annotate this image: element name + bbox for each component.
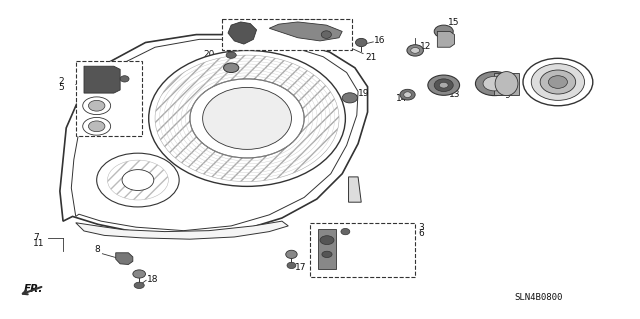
Ellipse shape — [548, 76, 568, 88]
Ellipse shape — [203, 87, 291, 149]
Ellipse shape — [411, 48, 420, 53]
Bar — [310, 223, 415, 277]
Polygon shape — [84, 66, 120, 93]
Ellipse shape — [320, 236, 334, 245]
Ellipse shape — [285, 250, 297, 258]
Text: 18: 18 — [147, 275, 159, 284]
Bar — [221, 19, 352, 50]
Ellipse shape — [495, 71, 518, 96]
Text: 21: 21 — [365, 53, 377, 62]
Ellipse shape — [120, 76, 129, 82]
Text: FR.: FR. — [24, 284, 43, 294]
Text: SLN4B0800: SLN4B0800 — [515, 293, 563, 301]
Ellipse shape — [226, 52, 236, 58]
Text: 16: 16 — [374, 36, 385, 45]
Polygon shape — [349, 177, 361, 202]
Text: 1: 1 — [333, 35, 339, 44]
Text: 12: 12 — [420, 42, 431, 51]
Ellipse shape — [531, 64, 584, 100]
Ellipse shape — [404, 92, 412, 98]
Polygon shape — [228, 22, 257, 44]
Ellipse shape — [133, 270, 145, 278]
Ellipse shape — [341, 228, 350, 235]
Text: 11: 11 — [33, 239, 45, 248]
Text: 21: 21 — [125, 69, 136, 78]
Polygon shape — [116, 253, 133, 264]
Polygon shape — [60, 34, 367, 235]
Ellipse shape — [356, 38, 367, 47]
Ellipse shape — [476, 71, 513, 96]
Ellipse shape — [439, 82, 448, 88]
Polygon shape — [269, 22, 342, 41]
Text: 14: 14 — [396, 94, 408, 103]
Text: 10: 10 — [566, 91, 578, 100]
Ellipse shape — [342, 93, 357, 103]
Bar — [76, 62, 142, 136]
Ellipse shape — [287, 262, 296, 269]
Ellipse shape — [122, 170, 154, 190]
Text: 2: 2 — [59, 77, 64, 86]
Text: 6: 6 — [419, 229, 424, 238]
Text: 7: 7 — [33, 234, 39, 242]
Ellipse shape — [223, 63, 239, 72]
Ellipse shape — [83, 97, 111, 115]
Text: 4: 4 — [333, 41, 339, 49]
Ellipse shape — [88, 121, 105, 132]
Text: 21: 21 — [371, 247, 382, 256]
Polygon shape — [318, 229, 336, 269]
Text: 8: 8 — [95, 245, 100, 255]
Text: 15: 15 — [448, 19, 460, 27]
Text: 13: 13 — [449, 90, 460, 99]
Ellipse shape — [321, 31, 332, 38]
Polygon shape — [437, 32, 454, 47]
Ellipse shape — [523, 58, 593, 106]
Ellipse shape — [134, 282, 144, 288]
Text: 9: 9 — [504, 91, 509, 100]
Ellipse shape — [148, 50, 346, 186]
Polygon shape — [76, 221, 288, 239]
Polygon shape — [71, 39, 358, 231]
Text: 5: 5 — [59, 83, 65, 92]
Text: 3: 3 — [419, 223, 424, 232]
Text: 17: 17 — [294, 263, 306, 272]
Text: 19: 19 — [358, 89, 369, 98]
Text: 20: 20 — [204, 50, 214, 59]
Ellipse shape — [190, 79, 304, 158]
Ellipse shape — [400, 89, 415, 100]
Ellipse shape — [483, 76, 506, 91]
Bar — [495, 72, 518, 95]
Ellipse shape — [540, 70, 575, 94]
Ellipse shape — [97, 153, 179, 207]
Ellipse shape — [434, 79, 453, 92]
Ellipse shape — [407, 45, 424, 56]
Ellipse shape — [322, 251, 332, 257]
Ellipse shape — [88, 100, 105, 111]
Ellipse shape — [83, 117, 111, 135]
Ellipse shape — [428, 75, 460, 95]
Ellipse shape — [434, 25, 453, 38]
